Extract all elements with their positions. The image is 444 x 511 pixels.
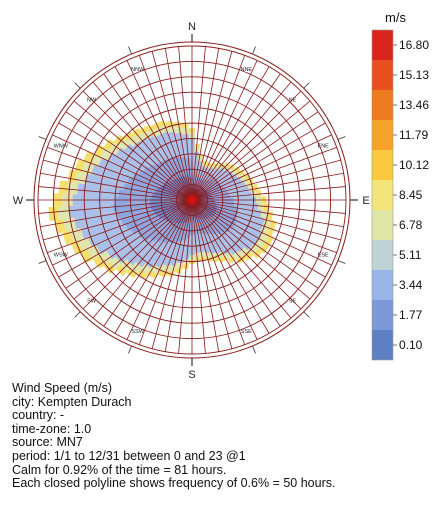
direction-tick bbox=[128, 46, 132, 55]
summary-polyline: Each closed polyline shows frequency of … bbox=[12, 476, 336, 491]
frequency-ring bbox=[176, 184, 208, 216]
legend-tick-label: 0.10 bbox=[399, 338, 423, 352]
direction-label-n: N bbox=[188, 21, 196, 33]
direction-tick bbox=[303, 82, 310, 89]
legend-tick-label: 8.45 bbox=[399, 188, 423, 202]
direction-label-ese: ESE bbox=[318, 252, 329, 258]
legend-tick-label: 10.12 bbox=[399, 158, 429, 172]
frequency-ring bbox=[68, 76, 316, 324]
legend-color-swatch bbox=[372, 270, 393, 300]
summary-city: city: Kempten Durach bbox=[12, 394, 132, 409]
legend-tick-label: 15.13 bbox=[399, 68, 429, 82]
legend-color-swatch bbox=[372, 30, 393, 60]
direction-labels: N NNE NE ENE E ESE SE SSE S SSW SW WSW W WNW NW NNW bbox=[13, 21, 370, 380]
direction-label-e: E bbox=[362, 195, 369, 207]
legend-color-swatch bbox=[372, 330, 393, 360]
legend-color-swatch bbox=[372, 300, 393, 330]
legend-tick-label: 5.11 bbox=[399, 248, 422, 262]
direction-label-wsw: WSW bbox=[54, 252, 69, 258]
frequency-ring bbox=[129, 137, 255, 263]
summary-timezone: time-zone: 1.0 bbox=[12, 421, 92, 436]
direction-label-wnw: WNW bbox=[54, 144, 69, 150]
direction-label-se: SE bbox=[289, 298, 297, 304]
legend-color-swatch bbox=[372, 150, 393, 180]
direction-label-sw: SW bbox=[87, 298, 97, 304]
frequency-ring bbox=[99, 107, 285, 293]
frequency-ring bbox=[52, 60, 332, 340]
direction-label-nw: NW bbox=[87, 98, 97, 104]
direction-label-sse: SSE bbox=[241, 329, 252, 335]
legend-tick-label: 13.46 bbox=[399, 98, 429, 112]
frequency-ring bbox=[145, 153, 239, 247]
legend-color-swatch bbox=[372, 210, 393, 240]
legend-unit-label: m/s bbox=[385, 10, 406, 25]
legend-color-swatch bbox=[372, 240, 393, 270]
direction-label-s: S bbox=[188, 369, 195, 380]
direction-tick bbox=[337, 136, 346, 140]
direction-tick bbox=[74, 82, 81, 89]
direction-tick bbox=[252, 345, 256, 354]
direction-label-ssw: SSW bbox=[131, 329, 144, 335]
legend-color-swatch bbox=[372, 90, 393, 120]
calm-marker bbox=[187, 195, 197, 205]
frequency-ring bbox=[37, 45, 347, 355]
summary-country: country: - bbox=[12, 408, 65, 423]
legend-tick-label: 3.44 bbox=[399, 278, 423, 292]
direction-tick bbox=[38, 260, 47, 264]
frequency-ring bbox=[160, 168, 224, 232]
wind-summary: Wind Speed (m/s) city: Kempten Durach co… bbox=[12, 381, 336, 491]
direction-label-w: W bbox=[13, 195, 24, 207]
direction-label-nne: NNE bbox=[240, 67, 252, 73]
direction-tick bbox=[128, 345, 132, 354]
summary-title: Wind Speed (m/s) bbox=[12, 381, 113, 395]
direction-label-nnw: NNW bbox=[131, 67, 145, 73]
speed-color-legend: 16.80 15.13 13.46 11.79 10.12 8.45 6.78 5.11 3.4… bbox=[371, 29, 429, 361]
legend-tick-label: 11.79 bbox=[399, 128, 428, 142]
summary-source: source: MN7 bbox=[12, 435, 83, 450]
direction-tick bbox=[74, 311, 81, 318]
legend-tick-label: 1.77 bbox=[399, 308, 423, 322]
legend-tick-label: 16.80 bbox=[399, 38, 429, 52]
frequency-ring bbox=[114, 122, 270, 278]
summary-calm: Calm for 0.92% of the time = 81 hours. bbox=[12, 462, 227, 477]
frequency-ring bbox=[83, 91, 301, 309]
direction-tick bbox=[38, 136, 47, 140]
direction-tick bbox=[252, 46, 256, 55]
direction-label-ne: NE bbox=[289, 98, 297, 104]
summary-period: period: 1/1 to 12/31 between 0 and 23 @1 bbox=[12, 448, 246, 463]
legend-color-swatch bbox=[372, 60, 393, 90]
direction-tick bbox=[303, 311, 310, 318]
legend-color-swatch bbox=[372, 180, 393, 210]
direction-tick bbox=[337, 260, 346, 264]
rose-grid bbox=[33, 41, 351, 359]
legend-tick-label: 6.78 bbox=[399, 218, 423, 232]
wind-rose-chart: N NNE NE ENE E ESE SE SSE S SSW SW WSW W WNW NW NNW bbox=[13, 21, 370, 380]
direction-label-ene: ENE bbox=[318, 144, 330, 150]
legend-color-swatch bbox=[372, 120, 393, 150]
